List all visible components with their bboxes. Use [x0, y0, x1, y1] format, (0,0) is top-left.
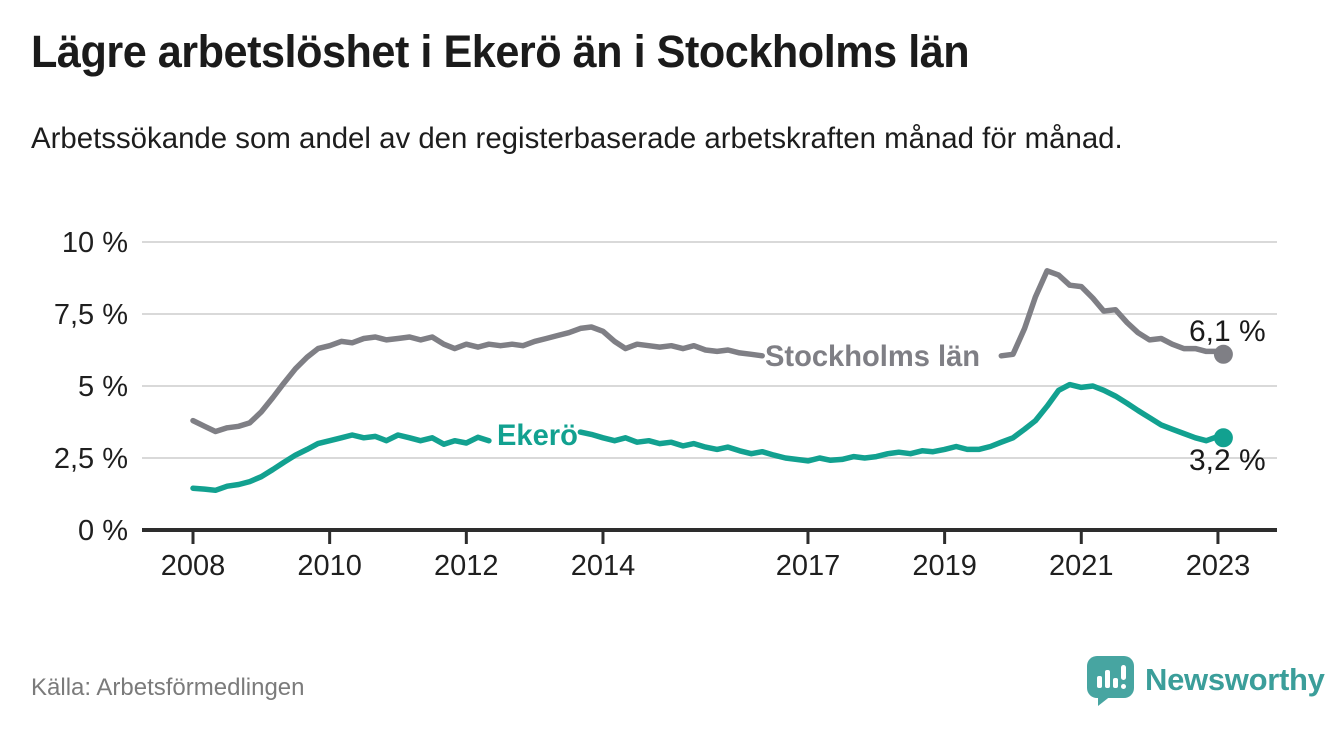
series-label-stockholms-lan: Stockholms län [765, 340, 981, 373]
y-tick-label: 10 % [62, 227, 128, 259]
x-tick-label: 2008 [161, 550, 226, 582]
y-tick-label: 2,5 % [54, 443, 128, 475]
x-tick-label: 2023 [1186, 550, 1251, 582]
x-tick-label: 2010 [297, 550, 362, 582]
series-label-ekero: Ekerö [497, 419, 578, 452]
series-line-ekero [577, 381, 1227, 464]
y-tick-label: 5 % [78, 371, 128, 403]
x-tick-label: 2014 [571, 550, 636, 582]
x-tick-label: 2019 [912, 550, 977, 582]
series-line-stockholm [190, 324, 765, 435]
end-value-ekero: 3,2 % [1189, 444, 1266, 477]
series-end-dot-stockholm [1213, 344, 1233, 364]
page-title: Lägre arbetslöshet i Ekerö än i Stockhol… [31, 26, 970, 77]
series-line-ekero [190, 432, 492, 494]
end-value-stockholms-lan: 6,1 % [1189, 315, 1266, 348]
y-tick-label: 7,5 % [54, 299, 128, 331]
series-end-dot-ekero [1213, 428, 1233, 448]
series-line-stockholm [998, 268, 1227, 359]
newsworthy-logo: Newsworthy [1086, 655, 1325, 707]
x-tick-label: 2017 [776, 550, 841, 582]
brand-name: Newsworthy [1145, 662, 1325, 697]
chart-subtitle: Arbetssökande som andel av den registerb… [31, 122, 1123, 155]
x-tick-label: 2012 [434, 550, 499, 582]
source-note: Källa: Arbetsförmedlingen [31, 674, 305, 701]
y-tick-label: 0 % [78, 515, 128, 547]
x-tick-label: 2021 [1049, 550, 1114, 582]
speech-bubble-bar-chart-icon [1087, 656, 1134, 706]
